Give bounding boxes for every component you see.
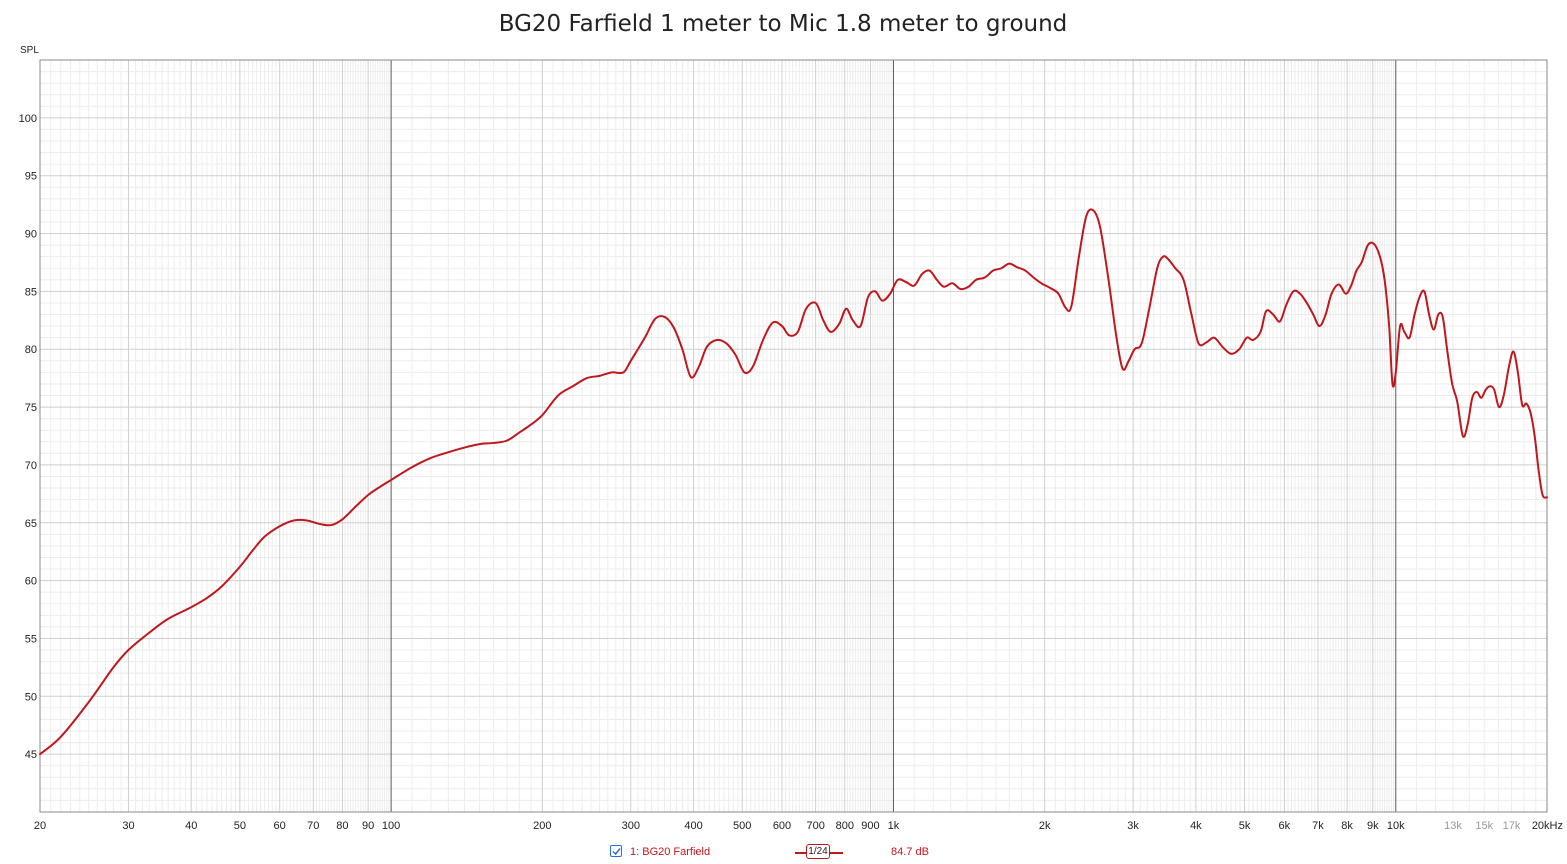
x-tick-labels: 20 30 40 50 60 70 80 90 100 200 300 400 500 600 700 800…	[34, 820, 1563, 832]
x-tick-label: 20kHz	[1532, 820, 1563, 832]
x-tick-label: 700	[806, 820, 824, 832]
y-tick-label: 70	[25, 460, 37, 472]
x-tick-label: 70	[307, 820, 319, 832]
cursor-readout: 84.7 dB	[891, 846, 929, 858]
x-tick-label: 9k	[1367, 820, 1379, 832]
x-tick-label: 200	[533, 820, 551, 832]
x-tick-label: 10k	[1387, 820, 1405, 832]
x-tick-label: 1k	[888, 820, 900, 832]
x-tick-label: 8k	[1341, 820, 1353, 832]
x-tick-label: 4k	[1190, 820, 1202, 832]
x-tick-label: 40	[185, 820, 197, 832]
x-tick-label: 90	[362, 820, 374, 832]
chart-title: BG20 Farfield 1 meter to Mic 1.8 meter t…	[499, 11, 1068, 37]
x-tick-label: 15k	[1475, 820, 1493, 832]
x-tick-label: 3k	[1127, 820, 1139, 832]
smoothing-value: 1/24	[806, 844, 830, 859]
smoothing-indicator[interactable]: 1/24	[795, 844, 843, 860]
y-tick-label: 95	[25, 171, 37, 183]
x-tick-label: 20	[34, 820, 46, 832]
legend: 1: BG20 Farfield 1/24 84.7 dB	[0, 843, 1567, 863]
x-tick-label: 13k	[1444, 820, 1462, 832]
x-tick-label: 6k	[1279, 820, 1291, 832]
x-tick-label: 60	[274, 820, 286, 832]
x-tick-label: 17k	[1503, 820, 1521, 832]
y-tick-label: 80	[25, 344, 37, 356]
series-visibility-checkbox[interactable]	[610, 845, 622, 857]
x-tick-label: 2k	[1039, 820, 1051, 832]
x-tick-label: 7k	[1312, 820, 1324, 832]
y-tick-label: 90	[25, 229, 37, 241]
checkmark-icon	[612, 848, 621, 856]
y-tick-label: 60	[25, 576, 37, 588]
y-tick-label: 50	[25, 691, 37, 703]
x-tick-label: 100	[382, 820, 400, 832]
x-tick-label: 30	[122, 820, 134, 832]
x-tick-label: 600	[773, 820, 791, 832]
series-group	[39, 208, 1548, 756]
x-tick-label: 800	[836, 820, 854, 832]
x-tick-label: 5k	[1239, 820, 1251, 832]
y-tick-label: 65	[25, 518, 37, 530]
y-tick-label: 85	[25, 286, 37, 298]
x-tick-label: 400	[684, 820, 702, 832]
plot-frame	[39, 59, 1548, 813]
y-tick-label: 55	[25, 633, 37, 645]
y-tick-label: 45	[25, 749, 37, 761]
y-tick-label: 75	[25, 402, 37, 414]
legend-series-name: 1: BG20 Farfield	[630, 846, 711, 858]
y-tick-label: 100	[19, 113, 37, 125]
x-tick-label: 80	[336, 820, 348, 832]
minor-grid	[39, 60, 1548, 812]
y-tick-labels: 45 50 55 60 65 70 75 80 85 90 95 100	[19, 113, 37, 761]
x-tick-label: 300	[622, 820, 640, 832]
x-tick-label: 500	[733, 820, 751, 832]
x-tick-label: 900	[861, 820, 879, 832]
x-tick-label: 50	[234, 820, 246, 832]
series-line	[39, 208, 1548, 756]
y-axis-label: SPL	[20, 45, 39, 56]
